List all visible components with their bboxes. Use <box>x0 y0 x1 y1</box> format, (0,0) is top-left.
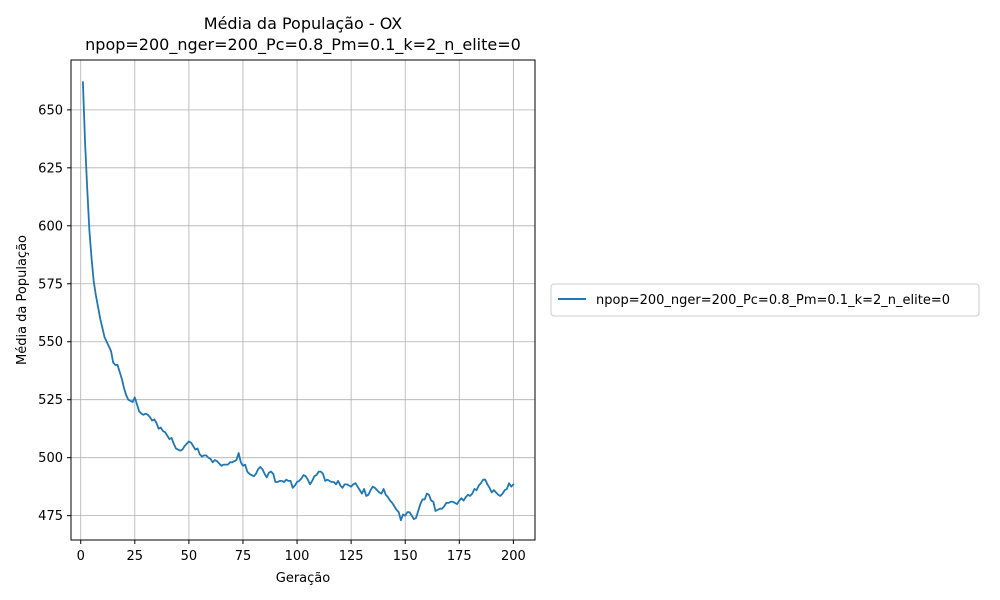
y-tick-label: 550 <box>38 335 63 350</box>
y-tick-label: 625 <box>38 161 63 176</box>
x-tick-label: 75 <box>235 549 252 564</box>
chart-subtitle: npop=200_nger=200_Pc=0.8_Pm=0.1_k=2_n_el… <box>85 35 521 55</box>
x-tick-label: 150 <box>393 549 418 564</box>
series-line <box>82 81 515 522</box>
y-tick-label: 500 <box>38 451 63 466</box>
x-axis-label: Geração <box>276 571 330 586</box>
x-tick-label: 125 <box>339 549 364 564</box>
axis-ticks: 0 25 50 75 100 125 150 175 200 475 500 525 550 575 600… <box>38 103 526 564</box>
y-tick-label: 650 <box>38 103 63 118</box>
series-layer <box>82 81 515 522</box>
x-tick-label: 0 <box>77 549 85 564</box>
x-tick-label: 25 <box>127 549 144 564</box>
y-tick-label: 475 <box>38 509 63 524</box>
chart-title: Média da População - OX <box>204 14 403 33</box>
x-tick-label: 175 <box>447 549 472 564</box>
grid-lines <box>71 60 535 540</box>
y-tick-label: 525 <box>38 393 63 408</box>
legend-box <box>550 283 980 317</box>
x-tick-label: 100 <box>285 549 310 564</box>
x-tick-label: 200 <box>501 549 526 564</box>
plot-area-frame <box>70 59 536 541</box>
y-tick-label: 575 <box>38 277 63 292</box>
legend: npop=200_nger=200_Pc=0.8_Pm=0.1_k=2_n_el… <box>550 283 980 317</box>
y-axis-label: Média da População <box>15 235 30 365</box>
x-tick-label: 50 <box>181 549 198 564</box>
legend-label: npop=200_nger=200_Pc=0.8_Pm=0.1_k=2_n_el… <box>596 293 950 308</box>
y-tick-label: 600 <box>38 219 63 234</box>
